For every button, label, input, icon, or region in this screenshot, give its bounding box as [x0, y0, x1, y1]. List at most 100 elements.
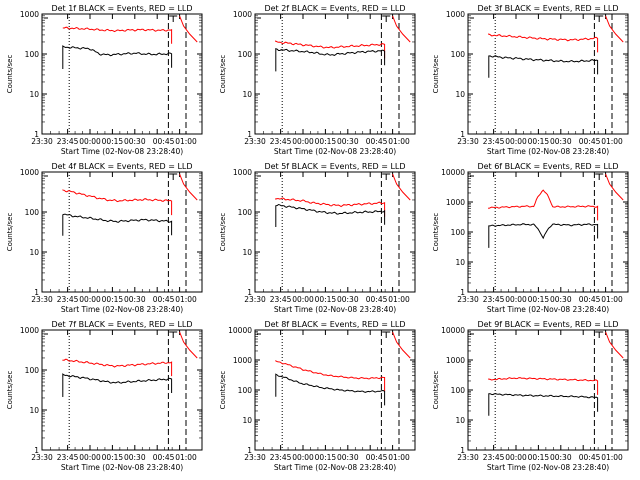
series-line-lld-flare	[392, 173, 411, 201]
series-line-lld-flare	[179, 173, 198, 201]
series-line-lld	[488, 33, 599, 53]
series-line-lld	[275, 197, 386, 217]
y-axis-label: Counts/sec	[219, 55, 227, 94]
panel-det-1: Det 1f BLACK = Events, RED = LLD Counts/s…	[6, 4, 203, 156]
series-line-events	[275, 47, 386, 72]
x-tick-label: 00:30	[124, 137, 146, 146]
y-tick-label: 10	[455, 90, 465, 99]
x-tick-label: 23:45	[270, 137, 292, 146]
x-tick-label: 23:45	[483, 137, 505, 146]
series-line-lld	[488, 189, 599, 221]
y-tick-label: 1	[247, 288, 252, 297]
y-tick-label: 1000	[233, 168, 252, 177]
y-tick-label: 100	[238, 386, 253, 395]
y-tick-label: 10	[29, 90, 39, 99]
x-tick-label: 01:00	[175, 453, 197, 462]
series-line-events	[62, 45, 173, 69]
y-tick-label: 1	[34, 288, 39, 297]
x-tick-label: 00:15	[528, 295, 550, 304]
y-axis-label: Counts/sec	[219, 213, 227, 252]
x-tick-label: 23:45	[57, 137, 79, 146]
y-tick-label: 1	[460, 130, 465, 139]
series-line-events	[488, 393, 599, 416]
y-tick-label: 1000	[20, 10, 39, 19]
y-tick-label: 100	[25, 366, 40, 375]
series-line-lld	[62, 358, 173, 377]
panel-det-5: Det 5f BLACK = Events, RED = LLD Counts/s…	[219, 162, 416, 314]
x-tick-label: 00:30	[550, 295, 572, 304]
x-tick-label: 00:15	[315, 295, 337, 304]
chart-title: Det 1f BLACK = Events, RED = LLD	[51, 4, 192, 13]
y-tick-label: 10	[29, 406, 39, 415]
x-tick-label: 00:15	[528, 453, 550, 462]
y-tick-label: 10	[242, 248, 252, 257]
x-tick-label: 00:00	[79, 453, 101, 462]
x-tick-label: 00:45	[366, 453, 388, 462]
x-axis-label: Start Time (02-Nov-08 23:28:40)	[274, 305, 396, 314]
x-tick-label: 23:30	[457, 137, 479, 146]
y-tick-label: 100	[25, 208, 40, 217]
series-line-events	[488, 55, 599, 78]
y-tick-label: 100	[238, 208, 253, 217]
plot-frame	[467, 13, 629, 135]
y-tick-label: 1000	[446, 10, 465, 19]
x-tick-label: 00:30	[337, 137, 359, 146]
x-tick-label: 00:30	[550, 137, 572, 146]
x-tick-label: 00:30	[337, 295, 359, 304]
y-axis-label: Counts/sec	[432, 55, 440, 94]
plot-frame	[41, 171, 203, 293]
chart-title: Det 6f BLACK = Events, RED = LLD	[477, 162, 618, 171]
series-line-lld-flare	[179, 331, 198, 359]
x-tick-label: 00:00	[505, 453, 527, 462]
x-tick-label: 00:45	[579, 295, 601, 304]
x-tick-label: 01:00	[601, 137, 623, 146]
x-tick-label: 00:15	[102, 295, 124, 304]
x-tick-label: 00:30	[550, 453, 572, 462]
plot-frame	[41, 13, 203, 135]
chart-title: Det 2f BLACK = Events, RED = LLD	[264, 4, 405, 13]
series-line-lld	[62, 26, 173, 44]
series-line-events	[275, 373, 386, 406]
chart-title: Det 9f BLACK = Events, RED = LLD	[477, 320, 618, 329]
x-tick-label: 00:30	[124, 453, 146, 462]
panel-det-8: Det 8f BLACK = Events, RED = LLD Counts/s…	[219, 320, 416, 472]
y-axis-label: Counts/sec	[6, 213, 14, 252]
y-tick-label: 10000	[441, 168, 465, 177]
y-tick-label: 10000	[228, 326, 252, 335]
panel-det-3: Det 3f BLACK = Events, RED = LLD Counts/s…	[432, 4, 629, 156]
x-tick-label: 23:45	[57, 295, 79, 304]
panel-det-9: Det 9f BLACK = Events, RED = LLD Counts/s…	[432, 320, 629, 472]
panel-det-4: Det 4f BLACK = Events, RED = LLD Counts/s…	[6, 162, 203, 314]
x-tick-label: 00:45	[579, 137, 601, 146]
x-tick-label: 00:45	[153, 137, 175, 146]
y-tick-label: 1	[247, 130, 252, 139]
y-tick-label: 1	[247, 446, 252, 455]
y-tick-label: 10	[455, 258, 465, 267]
x-tick-label: 01:00	[388, 453, 410, 462]
panel-det-6: Det 6f BLACK = Events, RED = LLD Counts/s…	[432, 162, 629, 314]
series-line-lld-flare	[605, 15, 624, 43]
x-axis-label: Start Time (02-Nov-08 23:28:40)	[487, 147, 609, 156]
plot-frame	[254, 171, 416, 293]
y-tick-label: 1	[34, 130, 39, 139]
y-tick-label: 1	[460, 446, 465, 455]
x-axis-label: Start Time (02-Nov-08 23:28:40)	[61, 305, 183, 314]
series-line-lld	[275, 360, 386, 392]
y-tick-label: 1000	[446, 356, 465, 365]
panel-det-7: Det 7f BLACK = Events, RED = LLD Counts/s…	[6, 320, 203, 472]
x-tick-label: 00:00	[292, 137, 314, 146]
x-tick-label: 00:00	[292, 295, 314, 304]
chart-title: Det 5f BLACK = Events, RED = LLD	[264, 162, 405, 171]
chart-title: Det 7f BLACK = Events, RED = LLD	[51, 320, 192, 329]
plot-frame	[467, 329, 629, 451]
x-tick-label: 01:00	[601, 453, 623, 462]
series-line-events	[62, 373, 173, 397]
x-tick-label: 00:45	[366, 295, 388, 304]
y-axis-label: Counts/sec	[219, 371, 227, 410]
x-tick-label: 23:30	[244, 137, 266, 146]
x-tick-label: 00:15	[102, 453, 124, 462]
x-tick-label: 01:00	[388, 137, 410, 146]
x-tick-label: 00:45	[153, 453, 175, 462]
x-tick-label: 00:00	[79, 295, 101, 304]
x-tick-label: 23:45	[270, 295, 292, 304]
